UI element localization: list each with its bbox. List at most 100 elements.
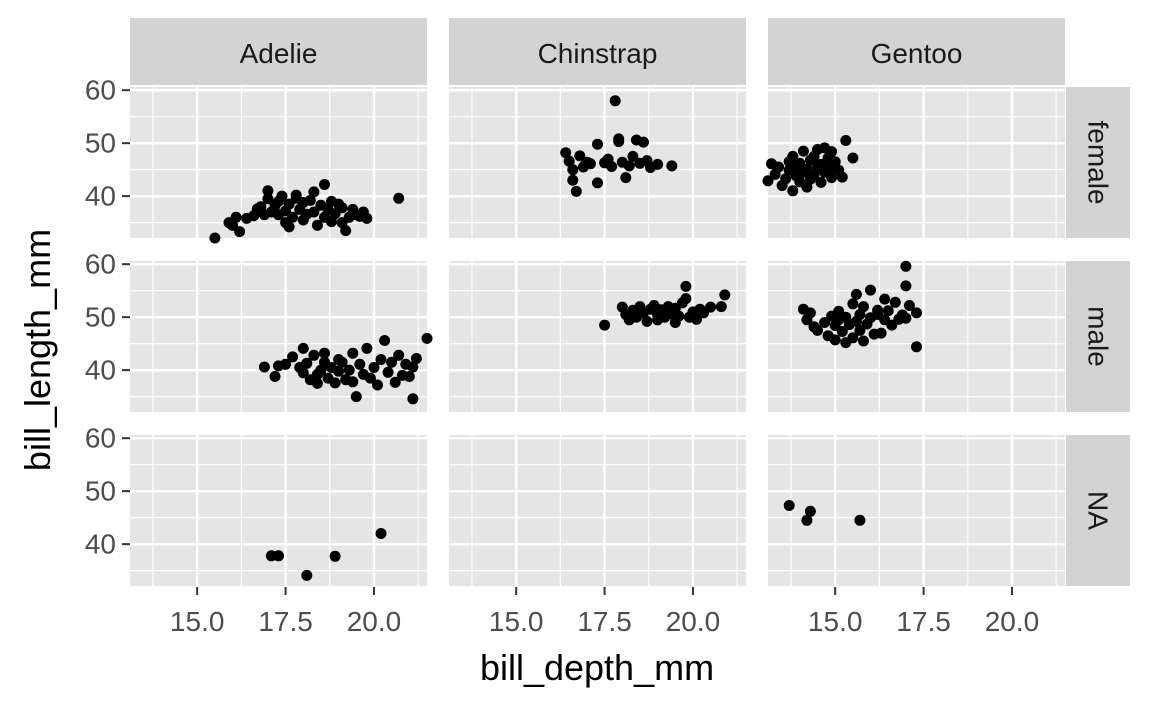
point-adelie-male <box>361 342 373 354</box>
strip-label-chinstrap: Chinstrap <box>538 38 658 69</box>
strip-chinstrap <box>449 18 746 85</box>
point-adelie-female <box>230 211 242 223</box>
x-tick-label: 17.5 <box>577 606 632 637</box>
point-gentoo-male <box>903 300 915 311</box>
point-gentoo-female <box>797 145 809 157</box>
x-tick-label: 20.0 <box>347 606 402 637</box>
x-tick-label: 17.5 <box>896 606 951 637</box>
point-adelie-female <box>209 232 221 244</box>
point-adelie-male <box>407 393 419 405</box>
point-adelie-female <box>393 192 405 204</box>
point-gentoo-male <box>900 312 912 324</box>
point-gentoo-male <box>819 317 831 328</box>
point-chinstrap-female <box>584 158 596 170</box>
point-adelie-male <box>368 362 380 373</box>
data-points <box>209 95 922 581</box>
point-adelie-male <box>347 347 359 359</box>
point-gentoo-male <box>900 260 912 272</box>
x-tick-label: 15.0 <box>170 606 225 637</box>
point-chinstrap-female <box>560 147 572 159</box>
point-adelie-na <box>301 569 313 581</box>
point-chinstrap-female <box>613 136 625 148</box>
point-adelie-male <box>329 377 341 389</box>
point-chinstrap-female <box>623 160 635 172</box>
point-chinstrap-female <box>606 161 618 172</box>
x-tick-label: 20.0 <box>985 606 1040 637</box>
y-tick-label: 40 <box>85 355 116 386</box>
point-chinstrap-male <box>691 313 702 325</box>
point-adelie-female <box>319 179 330 190</box>
y-tick-label: 60 <box>85 423 116 454</box>
point-gentoo-male <box>911 307 922 319</box>
point-gentoo-male <box>865 284 876 296</box>
point-adelie-female <box>276 190 288 202</box>
x-tick-label: 15.0 <box>489 606 544 637</box>
point-gentoo-female <box>787 150 799 162</box>
point-chinstrap-male <box>719 289 731 301</box>
point-adelie-male <box>269 371 281 382</box>
point-adelie-male <box>393 349 405 361</box>
strip-na <box>1066 435 1130 586</box>
point-chinstrap-male <box>680 280 692 292</box>
point-chinstrap-male <box>641 315 653 327</box>
point-adelie-male <box>280 358 292 370</box>
point-adelie-na <box>375 528 387 539</box>
point-adelie-male <box>403 371 415 382</box>
strip-label-male: male <box>1083 306 1114 367</box>
point-adelie-male <box>382 366 394 378</box>
point-adelie-male <box>410 353 422 364</box>
panel-adelie-na <box>130 435 427 586</box>
point-gentoo-na <box>804 505 816 517</box>
point-adelie-male <box>297 342 309 354</box>
point-adelie-male <box>336 356 348 368</box>
point-gentoo-female <box>847 152 859 164</box>
strip-female <box>1066 87 1130 238</box>
point-adelie-female <box>304 194 316 206</box>
point-adelie-male <box>287 351 299 363</box>
point-adelie-female <box>262 193 274 205</box>
point-chinstrap-male <box>599 319 611 331</box>
point-gentoo-male <box>847 298 859 310</box>
panel-gentoo-na <box>768 435 1065 586</box>
point-gentoo-male <box>836 326 848 337</box>
point-gentoo-male <box>854 324 866 336</box>
strip-gentoo <box>768 18 1065 85</box>
y-tick-label: 60 <box>85 249 116 280</box>
point-adelie-male <box>343 364 355 376</box>
point-adelie-male <box>421 332 433 344</box>
point-adelie-female <box>340 225 352 237</box>
point-adelie-male <box>350 391 362 403</box>
point-gentoo-female <box>787 185 799 197</box>
point-gentoo-na <box>801 514 813 526</box>
point-adelie-na <box>329 550 341 562</box>
point-chinstrap-female <box>620 172 632 184</box>
point-gentoo-male <box>875 327 887 339</box>
point-gentoo-female <box>780 173 792 185</box>
point-gentoo-female <box>829 156 841 168</box>
point-adelie-female <box>283 221 295 233</box>
point-adelie-female <box>308 206 320 218</box>
point-adelie-male <box>372 379 383 391</box>
point-gentoo-female <box>840 135 852 146</box>
point-gentoo-male <box>804 307 816 319</box>
y-tick-label: 60 <box>85 75 116 106</box>
panel-gentoo-male <box>768 261 1065 412</box>
x-axis-title: bill_depth_mm <box>480 647 714 688</box>
point-adelie-male <box>333 365 345 377</box>
point-chinstrap-male <box>673 310 685 322</box>
point-chinstrap-female <box>574 150 586 162</box>
y-tick-label: 40 <box>85 529 116 560</box>
point-chinstrap-female <box>567 164 579 176</box>
point-adelie-female <box>361 212 373 224</box>
point-gentoo-male <box>858 301 869 313</box>
point-gentoo-female <box>826 146 838 158</box>
grid-lines <box>130 87 1065 586</box>
axes: 40 50 60 40 50 60 40 50 60 15.0 17.5 20.0 15.0 17.5 20… <box>85 75 1039 637</box>
point-chinstrap-female <box>567 174 579 186</box>
strip-male <box>1066 261 1130 412</box>
point-chinstrap-female <box>666 160 678 172</box>
point-adelie-male <box>319 347 330 359</box>
point-adelie-male <box>354 358 366 370</box>
panel-chinstrap-na <box>449 435 746 586</box>
